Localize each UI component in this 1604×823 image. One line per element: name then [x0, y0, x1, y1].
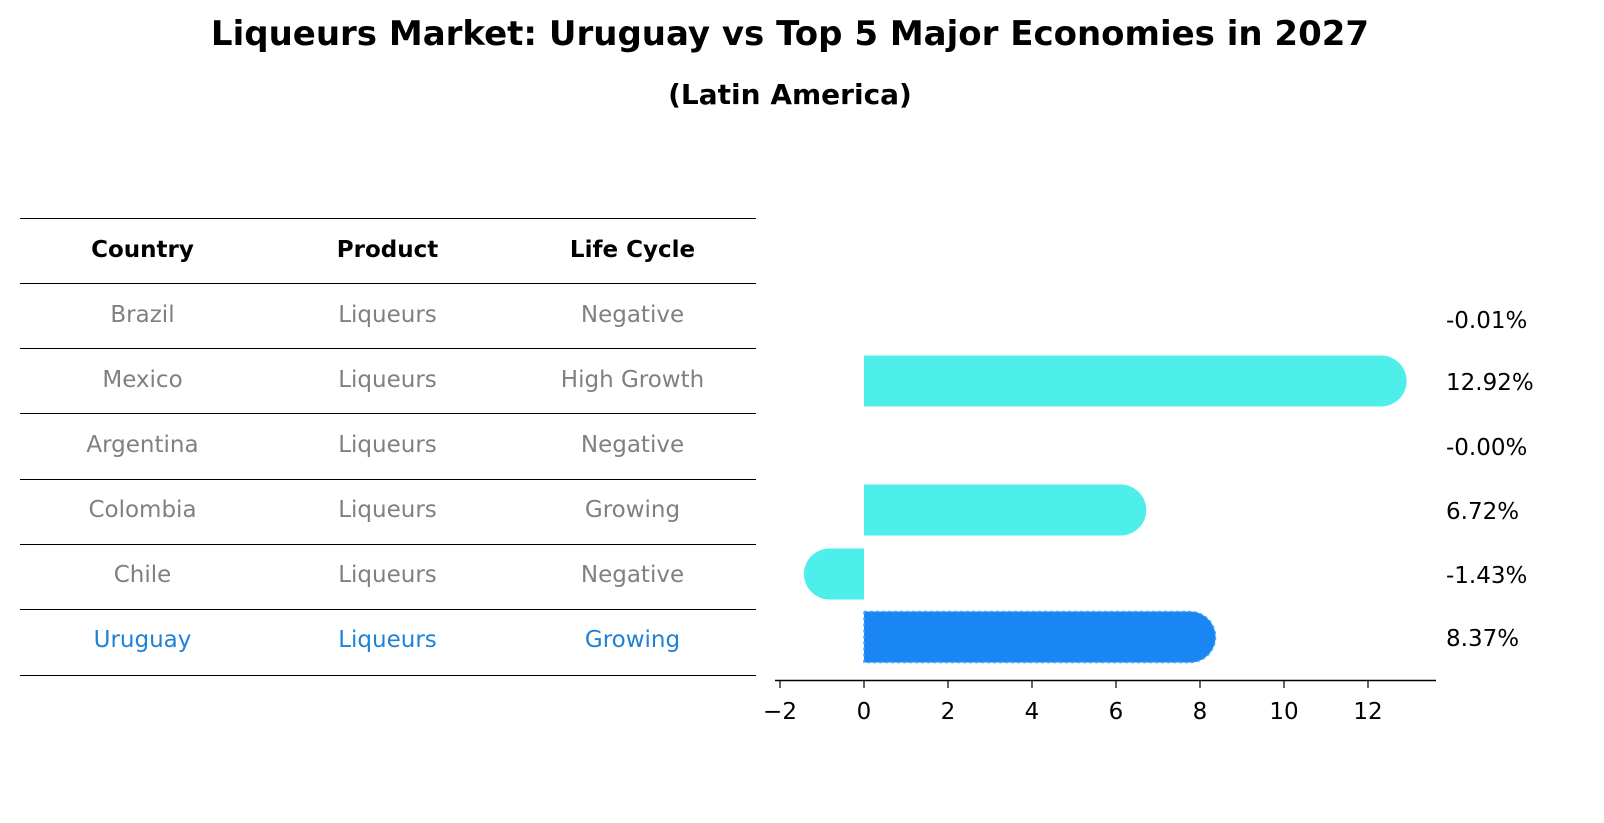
header-life-cycle: Life Cycle — [569, 237, 696, 263]
x-tick-label: 0 — [857, 699, 872, 725]
table-header-rule — [20, 283, 756, 284]
row-brazil-country: Brazil — [110, 302, 175, 328]
row-colombia-country: Colombia — [88, 497, 197, 523]
header-product: Product — [336, 237, 439, 263]
value-label-mexico: 12.92% — [1446, 370, 1534, 396]
row-uruguay-product: Liqueurs — [338, 627, 437, 653]
x-tick-label: 10 — [1269, 699, 1298, 725]
value-label-uruguay: 8.37% — [1446, 626, 1519, 652]
row-brazil-life-cycle: Negative — [580, 302, 685, 328]
table-bottom-rule — [20, 675, 756, 676]
row-argentina-life-cycle: Negative — [580, 432, 685, 458]
bar-uruguay — [863, 610, 1217, 664]
bar-colombia — [864, 484, 1147, 536]
row-argentina-product: Liqueurs — [338, 432, 437, 458]
value-label-colombia: 6.72% — [1446, 499, 1519, 525]
row-colombia-life-cycle: Growing — [584, 497, 681, 523]
table-row-rule — [20, 544, 756, 545]
table-row-rule — [20, 609, 756, 610]
row-chile-product: Liqueurs — [338, 562, 437, 588]
x-tick-label: −2 — [763, 699, 797, 725]
value-label-argentina: -0.00% — [1446, 435, 1527, 461]
bar-mexico — [864, 355, 1407, 407]
row-argentina-country: Argentina — [86, 432, 199, 458]
row-brazil-product: Liqueurs — [338, 302, 437, 328]
row-uruguay-life-cycle: Growing — [584, 627, 681, 653]
table-top-rule — [20, 218, 756, 219]
row-mexico-country: Mexico — [102, 367, 183, 393]
row-chile-country: Chile — [113, 562, 172, 588]
chart-title: Liqueurs Market: Uruguay vs Top 5 Major … — [210, 14, 1370, 54]
value-label-brazil: -0.01% — [1446, 308, 1527, 334]
row-mexico-product: Liqueurs — [338, 367, 437, 393]
row-chile-life-cycle: Negative — [580, 562, 685, 588]
x-tick-label: 4 — [1025, 699, 1040, 725]
chart-subtitle: (Latin America) — [668, 78, 912, 111]
x-tick-label: 12 — [1353, 699, 1382, 725]
row-uruguay-country: Uruguay — [93, 627, 192, 653]
table-row-rule — [20, 479, 756, 480]
table-row-rule — [20, 348, 756, 349]
x-tick-label: 8 — [1193, 699, 1208, 725]
x-tick-label: 2 — [941, 699, 956, 725]
row-colombia-product: Liqueurs — [338, 497, 437, 523]
header-country: Country — [91, 237, 194, 263]
value-label-chile: -1.43% — [1446, 563, 1527, 589]
bar-chile — [803, 548, 864, 600]
row-mexico-life-cycle: High Growth — [560, 367, 705, 393]
x-tick-label: 6 — [1109, 699, 1124, 725]
table-row-rule — [20, 413, 756, 414]
